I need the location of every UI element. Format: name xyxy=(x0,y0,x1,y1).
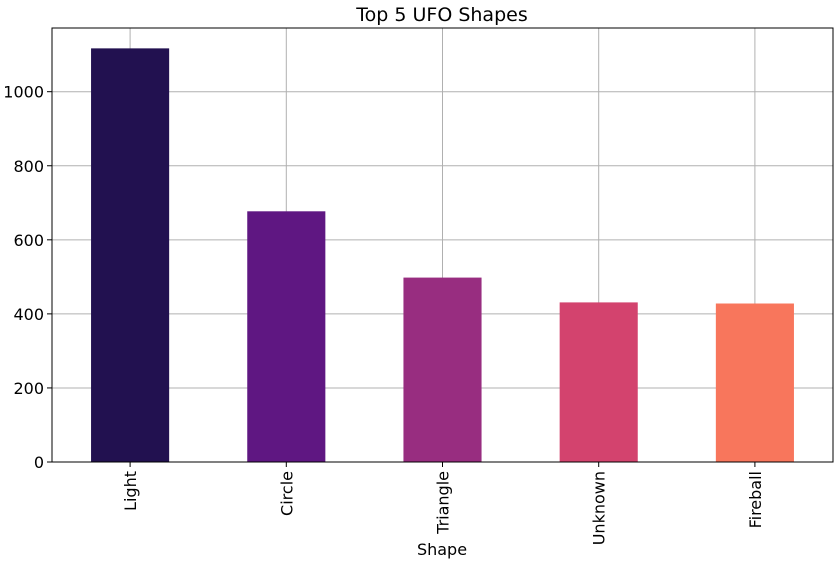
x-tick-label: Unknown xyxy=(590,471,609,545)
bar-unknown xyxy=(559,302,638,462)
x-tick-label: Light xyxy=(121,471,140,511)
y-tick-label: 600 xyxy=(13,231,44,250)
bar-light xyxy=(91,48,170,463)
x-tick-label: Fireball xyxy=(746,471,765,528)
bars xyxy=(91,48,794,463)
bar-fireball xyxy=(715,303,794,462)
x-axis-label: Shape xyxy=(417,540,467,559)
x-tick-label: Triangle xyxy=(434,471,453,535)
y-tick-label: 200 xyxy=(13,379,44,398)
bar-circle xyxy=(247,211,326,462)
y-tick-label: 800 xyxy=(13,157,44,176)
y-tick-label: 400 xyxy=(13,305,44,324)
axis-ticks: 0 200 400 600 800 1000 Light Circle Triangle Unkn… xyxy=(3,83,765,546)
bar-triangle xyxy=(403,277,482,462)
chart-title: Top 5 UFO Shapes xyxy=(355,4,527,26)
y-tick-label: 0 xyxy=(34,453,44,472)
x-tick-label: Circle xyxy=(277,471,296,516)
y-tick-label: 1000 xyxy=(3,83,44,102)
